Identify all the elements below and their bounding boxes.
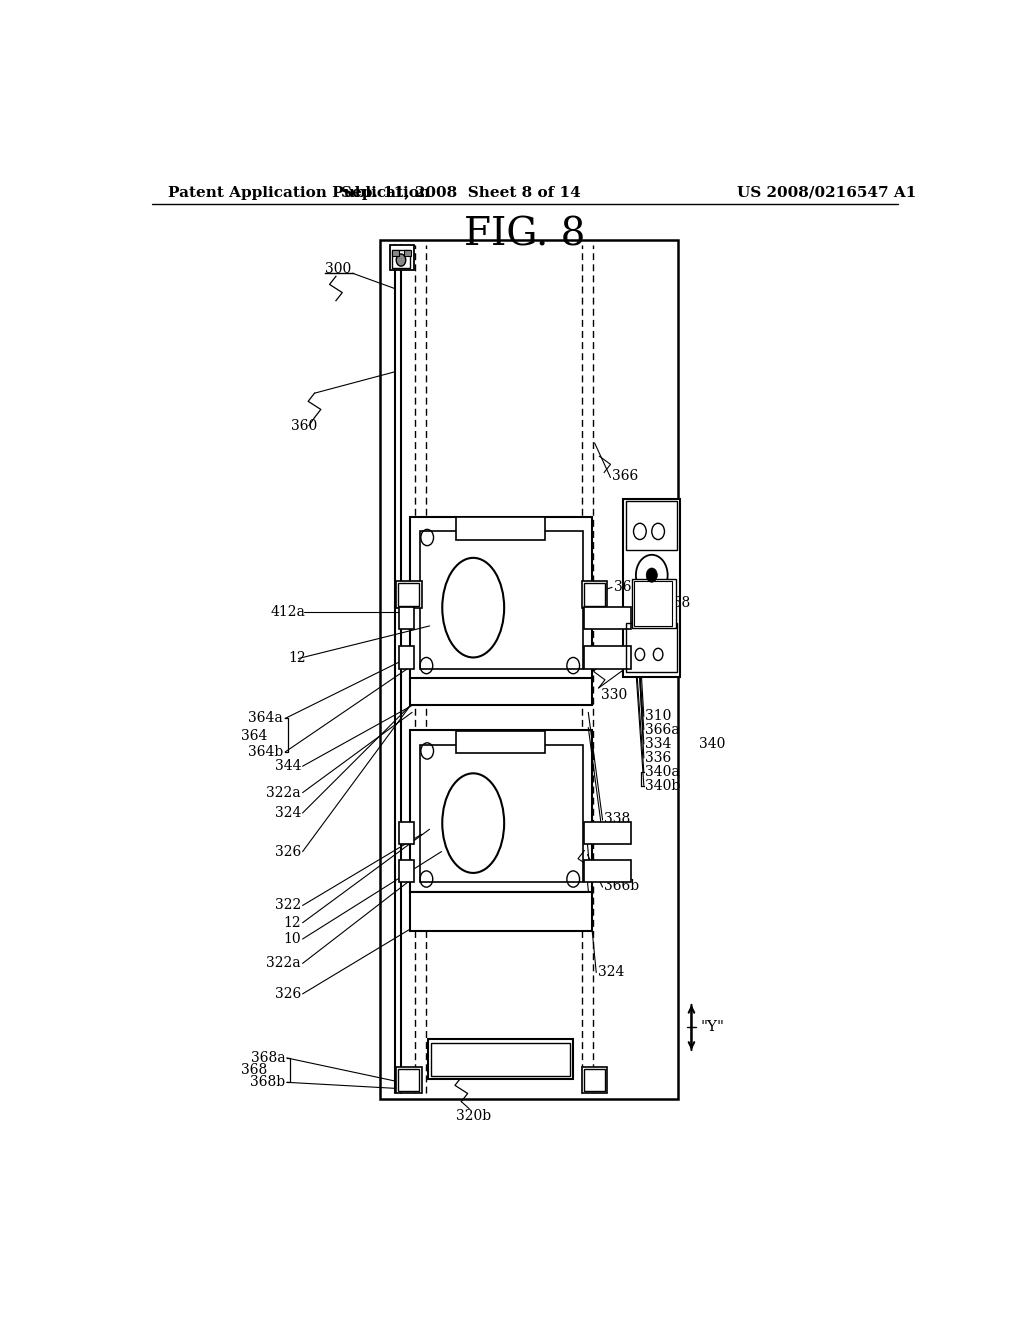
Bar [410,892,592,931]
Bar [584,822,631,845]
Text: 300: 300 [325,263,351,276]
Text: 368b: 368b [250,1076,285,1089]
Bar [396,1067,422,1093]
Bar [624,499,680,677]
Bar [420,744,583,882]
Text: 12: 12 [284,916,301,929]
Text: 322: 322 [604,828,631,841]
Bar [584,583,605,606]
Text: Sep. 11, 2008  Sheet 8 of 14: Sep. 11, 2008 Sheet 8 of 14 [341,186,582,199]
Bar [392,249,410,268]
Text: "Y": "Y" [701,1020,725,1035]
Text: 368a: 368a [613,581,648,594]
Text: 364: 364 [241,729,267,743]
Bar [399,647,414,669]
Text: 366: 366 [612,469,638,483]
Bar [584,1069,605,1092]
Bar [397,583,419,606]
Text: 334: 334 [645,737,672,751]
Text: 364a: 364a [248,711,283,726]
Bar [428,1039,573,1080]
Bar [404,249,411,256]
Bar [632,579,676,628]
Bar [420,532,583,669]
Text: 310: 310 [645,709,672,723]
Circle shape [646,568,657,582]
Bar [584,647,631,669]
Text: 364b: 364b [248,744,283,759]
Text: 338: 338 [604,812,631,826]
Ellipse shape [442,774,504,873]
Text: 366a: 366a [645,722,680,737]
Text: 326: 326 [274,845,301,858]
Bar [582,1067,607,1093]
Text: 368a: 368a [251,1051,285,1065]
Text: US 2008/0216547 A1: US 2008/0216547 A1 [736,186,916,199]
Bar [399,822,414,845]
Text: 322: 322 [274,899,301,912]
Text: 336: 336 [645,751,672,766]
Bar [584,859,631,882]
Text: 320a: 320a [592,863,626,876]
Text: 322a: 322a [266,785,301,800]
Text: Patent Application Publication: Patent Application Publication [168,186,430,199]
Text: 330: 330 [601,688,628,702]
Bar [380,240,678,1098]
Text: 326: 326 [274,987,301,1001]
Bar [410,677,592,705]
Text: 366b: 366b [604,879,639,894]
Bar [582,581,607,607]
Text: 412a: 412a [270,605,306,619]
Bar [399,859,414,882]
Text: 10: 10 [284,932,301,946]
Text: 368: 368 [242,1063,267,1077]
Text: 324: 324 [598,965,625,978]
Text: 360: 360 [291,418,317,433]
Text: 324: 324 [274,807,301,820]
Text: 368: 368 [664,595,690,610]
Ellipse shape [442,558,504,657]
Bar [627,623,677,672]
Bar [410,730,592,892]
Text: 340: 340 [699,737,726,751]
Text: 368b: 368b [613,610,649,624]
Text: 344: 344 [274,759,301,774]
Text: 320b: 320b [456,1109,490,1123]
Bar [634,581,673,626]
Bar [396,581,422,607]
Bar [397,1069,419,1092]
Bar [431,1043,570,1076]
Bar [390,244,414,271]
Bar [410,517,592,680]
Bar [627,500,677,549]
Bar [399,607,414,630]
Text: 322a: 322a [266,957,301,970]
Bar [584,607,631,630]
Bar [392,249,398,256]
Circle shape [396,253,406,267]
Bar [456,517,545,540]
Text: 340b: 340b [645,779,681,792]
Text: FIG. 8: FIG. 8 [464,216,586,253]
Bar [456,731,545,752]
Text: 12: 12 [289,652,306,665]
Text: 340a: 340a [645,766,680,779]
